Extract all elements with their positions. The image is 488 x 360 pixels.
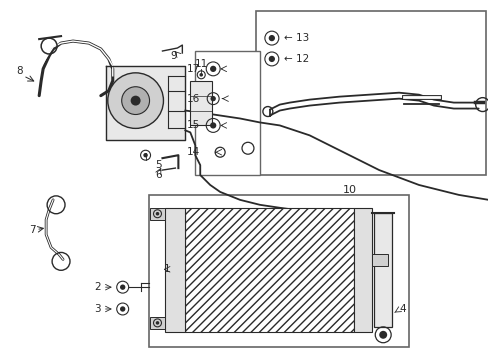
Circle shape [120, 306, 125, 312]
Bar [190, 81, 212, 125]
Bar [255, 11, 485, 175]
Circle shape [199, 73, 203, 77]
Circle shape [155, 212, 159, 216]
Text: 4: 4 [398, 304, 405, 314]
Text: 2: 2 [94, 282, 101, 292]
Circle shape [210, 66, 216, 72]
Text: 16: 16 [186, 94, 200, 104]
Bar [149, 317, 165, 329]
Circle shape [268, 56, 274, 62]
Bar [195, 51, 260, 175]
Text: 8: 8 [16, 66, 23, 76]
Bar [373, 213, 391, 327]
Text: 7: 7 [29, 225, 36, 235]
Circle shape [143, 153, 147, 157]
Text: 17: 17 [186, 64, 200, 74]
Text: 10: 10 [342, 185, 356, 195]
Circle shape [379, 331, 386, 339]
Text: 14: 14 [186, 147, 200, 157]
Text: ← 12: ← 12 [283, 54, 308, 64]
Text: 11: 11 [194, 59, 207, 69]
Bar [149, 208, 165, 220]
Circle shape [120, 284, 125, 290]
Polygon shape [105, 66, 185, 140]
Circle shape [210, 96, 215, 101]
Text: 6: 6 [155, 170, 162, 180]
Text: 3: 3 [94, 304, 101, 314]
Text: 1: 1 [163, 264, 170, 274]
Text: 5: 5 [155, 160, 162, 170]
Circle shape [155, 321, 159, 325]
Circle shape [107, 73, 163, 129]
Circle shape [268, 35, 274, 41]
Bar [165, 208, 185, 332]
Text: ← 13: ← 13 [283, 33, 308, 43]
Bar [148, 195, 408, 347]
Circle shape [210, 122, 216, 129]
Bar [354, 208, 371, 332]
Bar [185, 208, 354, 332]
Circle shape [130, 96, 141, 105]
Circle shape [122, 87, 149, 114]
Bar [371, 255, 387, 266]
Text: 9: 9 [170, 51, 177, 61]
Text: 15: 15 [186, 121, 200, 130]
